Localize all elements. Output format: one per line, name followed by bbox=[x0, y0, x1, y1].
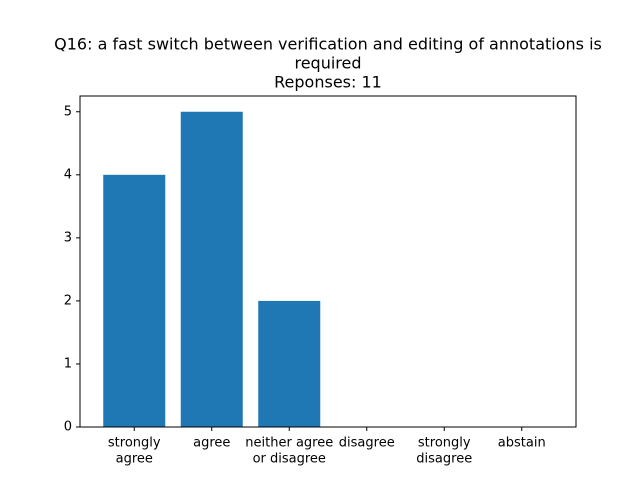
chart-subtitle: Reponses: 11 bbox=[274, 73, 382, 92]
x-tick-label: or disagree bbox=[253, 452, 326, 467]
plot-frame bbox=[79, 95, 577, 428]
x-tick-label: agree bbox=[193, 436, 230, 451]
x-tick-label: disagree bbox=[416, 452, 472, 467]
y-tick-label: 4 bbox=[64, 167, 72, 182]
y-tick-label: 1 bbox=[64, 356, 72, 371]
bar bbox=[258, 300, 321, 427]
x-tick-label: disagree bbox=[339, 436, 395, 451]
bar bbox=[103, 174, 166, 427]
x-tick-label: abstain bbox=[498, 436, 546, 451]
chart-title: required bbox=[294, 54, 361, 73]
x-tick-label: strongly bbox=[418, 436, 471, 451]
y-tick-label: 5 bbox=[64, 104, 72, 119]
y-tick-label: 3 bbox=[64, 230, 72, 245]
y-tick-label: 0 bbox=[64, 420, 72, 435]
chart-title: Q16: a fast switch between verification … bbox=[54, 35, 602, 54]
bar bbox=[180, 111, 243, 427]
y-tick-label: 2 bbox=[64, 293, 72, 308]
x-tick-label: neither agree bbox=[245, 436, 333, 451]
x-tick-label: strongly bbox=[108, 436, 161, 451]
x-tick-label: agree bbox=[116, 452, 153, 467]
